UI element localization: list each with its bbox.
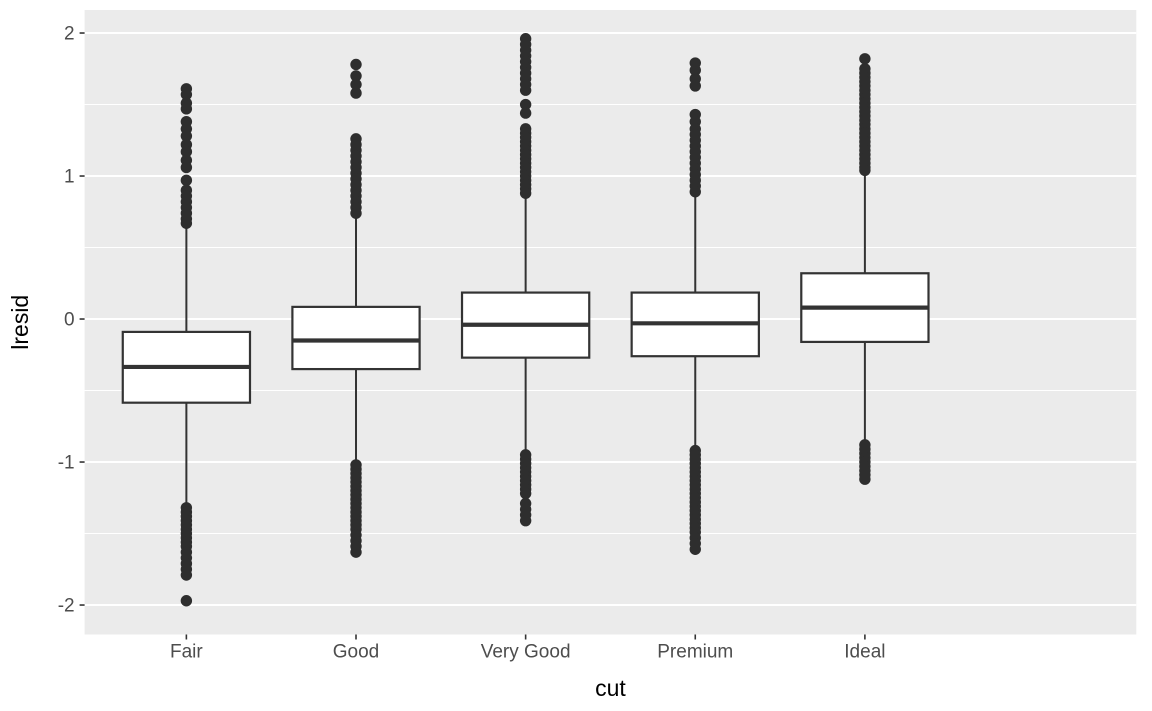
boxplot-very-good (460, 33, 591, 527)
x-axis-title: cut (595, 675, 626, 701)
outlier-point (689, 80, 701, 92)
x-tick-label: Very Good (481, 642, 571, 663)
outlier-point (350, 207, 362, 219)
outlier-point (689, 186, 701, 198)
outlier-point (180, 217, 193, 229)
boxplot-good (291, 58, 421, 558)
x-tick-label: Ideal (844, 642, 885, 663)
y-tick-label: -2 (58, 596, 75, 617)
outlier-point (519, 98, 532, 111)
outlier-point (519, 187, 532, 199)
y-axis-title: lresid (7, 295, 33, 350)
outlier-point (350, 78, 362, 91)
boxplot-ideal (800, 53, 930, 485)
outlier-point (180, 174, 193, 187)
x-tick-label: Fair (170, 642, 203, 663)
axes-group: 2 1 0 -1 -2 Fair Good Very Good Premium Ideal cut l… (7, 24, 885, 701)
outlier-point (859, 164, 871, 177)
boxplots-group (121, 33, 930, 607)
plot-panel-group (84, 10, 1137, 635)
outlier-point (350, 70, 362, 82)
x-tick-label: Premium (657, 642, 733, 663)
outlier-point (180, 103, 193, 115)
boxplot-premium (630, 57, 760, 555)
y-tick-label: 0 (64, 310, 75, 331)
boxplot-fair (121, 83, 252, 607)
outlier-point (180, 161, 193, 174)
outlier-point (180, 130, 193, 142)
outlier-point (350, 87, 362, 99)
y-tick-label: -1 (58, 453, 75, 474)
outlier-point (519, 107, 532, 119)
outlier-point (689, 543, 701, 555)
outlier-point (180, 595, 193, 607)
x-tick-label: Good (333, 642, 379, 663)
outlier-point (180, 569, 193, 581)
plot-panel (84, 10, 1137, 635)
outlier-point (519, 487, 532, 500)
outlier-point (859, 473, 871, 485)
y-tick-label: 1 (64, 167, 75, 188)
outlier-point (350, 58, 362, 71)
y-tick-label: 2 (64, 24, 75, 45)
gridlines-group (84, 32, 1137, 607)
outlier-point (350, 546, 362, 558)
outlier-point (519, 84, 532, 96)
outlier-point (180, 146, 193, 158)
outlier-point (519, 514, 532, 527)
outlier-point (859, 53, 871, 65)
iqr-box (291, 305, 421, 371)
outlier-point (689, 64, 701, 76)
outlier-point (180, 88, 193, 101)
